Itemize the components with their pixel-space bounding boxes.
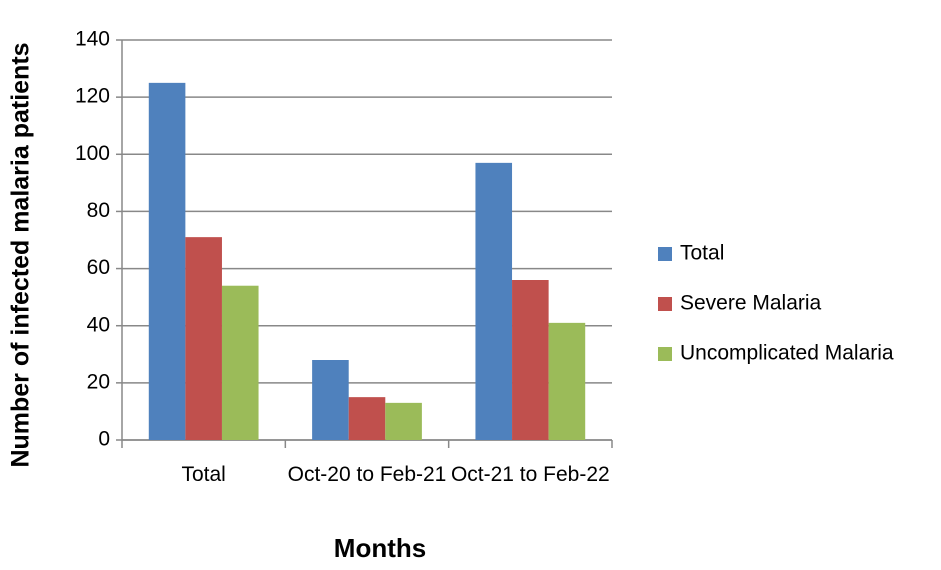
legend-swatch bbox=[658, 297, 672, 311]
x-axis-title: Months bbox=[334, 533, 426, 563]
y-axis-title: Number of infected malaria patients bbox=[7, 42, 35, 467]
y-tick-label: 20 bbox=[87, 370, 110, 393]
bar bbox=[185, 237, 222, 440]
legend-label: Uncomplicated Malaria bbox=[680, 342, 894, 365]
y-tick-label: 40 bbox=[87, 313, 110, 336]
y-tick-label: 140 bbox=[75, 28, 110, 51]
bar bbox=[512, 280, 549, 440]
y-tick-label: 80 bbox=[87, 199, 110, 222]
x-tick-label: Oct-20 to Feb-21 bbox=[287, 463, 447, 486]
bar bbox=[348, 397, 386, 440]
bar bbox=[148, 82, 186, 440]
bar bbox=[221, 285, 259, 440]
x-tick-label: Oct-21 to Feb-22 bbox=[450, 463, 610, 486]
bar bbox=[312, 360, 349, 440]
bar bbox=[475, 162, 513, 440]
legend-swatch bbox=[658, 347, 672, 361]
y-tick-label: 60 bbox=[87, 256, 110, 279]
y-tick-label: 120 bbox=[75, 85, 110, 108]
x-tick-label: Total bbox=[181, 463, 226, 486]
bar bbox=[385, 402, 422, 440]
bar bbox=[548, 322, 586, 440]
legend-swatch bbox=[658, 247, 672, 261]
legend-label: Total bbox=[680, 242, 724, 265]
y-tick-label: 0 bbox=[98, 428, 110, 451]
legend-label: Severe Malaria bbox=[680, 292, 822, 315]
y-tick-label: 100 bbox=[75, 142, 110, 165]
